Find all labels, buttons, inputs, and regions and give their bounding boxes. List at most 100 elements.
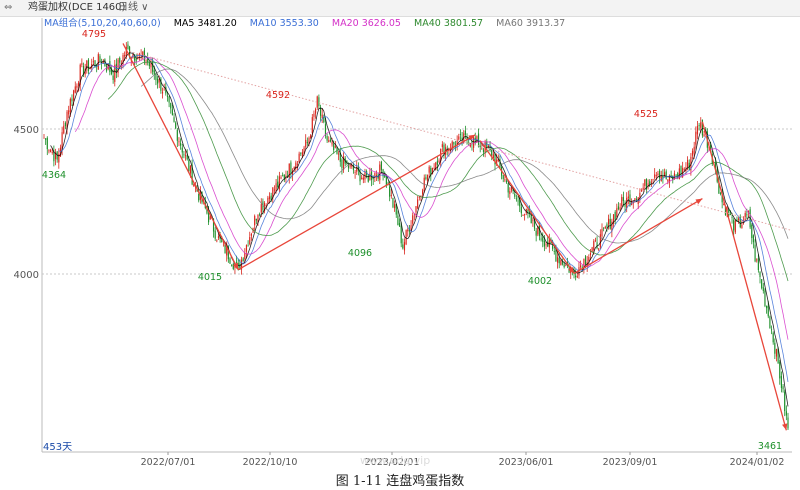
candle-body xyxy=(752,235,755,243)
candle-body xyxy=(525,208,527,213)
candle-body xyxy=(657,173,659,176)
candle-body xyxy=(426,174,429,181)
candle-body xyxy=(456,140,458,145)
candle-body xyxy=(170,102,172,109)
candle-body xyxy=(398,222,401,227)
candle-body xyxy=(186,155,188,160)
period-selector[interactable]: 日线 ∨ xyxy=(118,0,149,16)
candle-body xyxy=(318,97,320,107)
candle-body xyxy=(627,196,629,199)
candle-body xyxy=(341,159,343,169)
period-label: 日线 xyxy=(118,2,138,13)
candle-body xyxy=(77,82,80,86)
candle-body xyxy=(563,264,565,268)
candle-body xyxy=(260,204,262,213)
candle-body xyxy=(436,160,438,165)
candle-body xyxy=(496,159,498,165)
candle-body xyxy=(110,69,113,75)
candle-body xyxy=(649,181,651,185)
candle-body xyxy=(510,187,513,191)
candle-body xyxy=(76,85,78,88)
candle-body xyxy=(145,60,147,62)
candle-body xyxy=(290,162,292,173)
ma10-value: MA10 3553.30 xyxy=(249,18,319,29)
ma20-value: MA20 3626.05 xyxy=(331,18,401,29)
candle-body xyxy=(96,64,98,67)
candle-body xyxy=(785,411,787,416)
candle-body xyxy=(158,79,160,83)
candle-body xyxy=(507,183,509,193)
candle-body xyxy=(547,241,549,247)
candle-body xyxy=(609,219,611,229)
candlestick-chart[interactable]: 4500 4000 2022/07/01 2022/10/10 2023/02/01 20… xyxy=(0,0,800,468)
candle-body xyxy=(403,242,406,251)
candle-body xyxy=(408,228,410,232)
long-trendline xyxy=(126,50,793,231)
candle-body xyxy=(347,165,350,169)
x-tick-label: 2024/01/02 xyxy=(730,457,785,468)
candle-body xyxy=(584,256,587,265)
candle-body xyxy=(565,264,567,266)
trend-arrow-line xyxy=(122,43,239,270)
candle-body xyxy=(232,263,234,269)
candle-body xyxy=(354,172,356,173)
candle-body xyxy=(599,234,601,248)
candle-body xyxy=(578,267,580,276)
candle-body xyxy=(593,241,595,251)
candle-body xyxy=(127,44,129,50)
candle-body xyxy=(775,348,778,357)
price-annotation: 4002 xyxy=(528,276,552,287)
candle-body xyxy=(723,204,725,206)
candle-body xyxy=(69,98,71,112)
candle-body xyxy=(184,155,187,157)
candle-body xyxy=(655,175,657,177)
candle-body xyxy=(782,386,784,390)
candle-body xyxy=(665,171,667,179)
candle-body xyxy=(352,165,355,171)
candle-body xyxy=(629,194,631,206)
candle-body xyxy=(221,240,223,242)
candle-body xyxy=(367,175,369,182)
chart-icon[interactable]: ⇔ xyxy=(4,2,13,13)
candle-body xyxy=(678,168,680,180)
candle-body xyxy=(464,130,466,135)
ma5-line xyxy=(50,52,789,407)
candle-body xyxy=(272,187,274,198)
candle-body xyxy=(176,129,178,141)
candle-body xyxy=(46,137,48,150)
candle-body xyxy=(291,170,294,176)
candle-body xyxy=(532,219,534,221)
candle-body xyxy=(696,125,699,135)
candle-body xyxy=(163,89,165,91)
candle-body xyxy=(359,170,361,182)
candle-body xyxy=(321,114,323,118)
candle-body xyxy=(288,163,290,178)
candle-body xyxy=(616,208,618,218)
candle-body xyxy=(120,63,122,65)
candle-body xyxy=(104,59,106,67)
candle-body xyxy=(124,55,126,57)
candle-body xyxy=(166,95,169,97)
candle-body xyxy=(576,276,578,278)
candle-body xyxy=(374,173,376,178)
candle-body xyxy=(395,203,397,215)
candle-body xyxy=(59,147,62,157)
candle-body xyxy=(601,229,603,237)
candle-body xyxy=(63,125,65,134)
candle-body xyxy=(224,243,226,254)
candle-body xyxy=(208,211,210,223)
candle-body xyxy=(764,290,766,307)
candle-body xyxy=(112,75,114,80)
candle-body xyxy=(168,97,170,103)
candle-body xyxy=(277,181,279,188)
candle-body xyxy=(308,137,310,145)
x-tick-label: 2023/09/01 xyxy=(603,457,658,468)
ma-legend-label[interactable]: MA组合(5,10,20,40,60,0) xyxy=(44,18,161,29)
candle-body xyxy=(683,169,685,170)
candle-body xyxy=(441,144,443,148)
candle-body xyxy=(255,218,257,221)
candle-body xyxy=(770,329,773,331)
candle-body xyxy=(451,141,453,150)
candle-body xyxy=(719,192,722,195)
candle-body xyxy=(362,177,364,180)
